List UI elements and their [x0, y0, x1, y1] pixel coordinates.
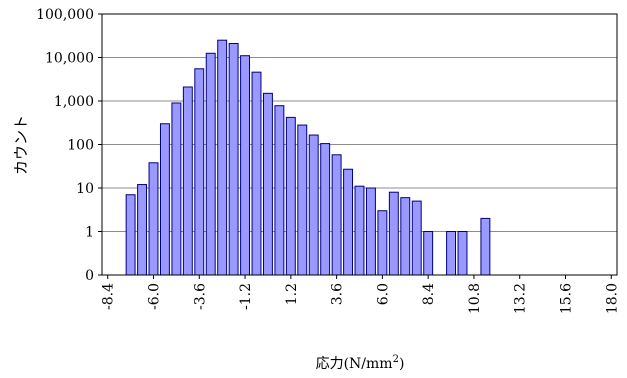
histogram-bar	[228, 42, 239, 276]
y-tick-label: 100	[67, 138, 94, 154]
x-axis-label-superscript: 2	[393, 354, 399, 365]
histogram-bar	[262, 92, 273, 276]
bars	[125, 39, 491, 276]
histogram-bar	[125, 194, 136, 276]
x-tick-labels: -8.4 -6.0 -3.6 -1.2 1.2 3.6 6.0 8.4 10.8 13.2 15.6…	[101, 275, 620, 314]
histogram-bar	[137, 184, 148, 276]
histogram-bar	[411, 200, 422, 276]
histogram-bar	[388, 191, 399, 276]
y-axis-label: カウント	[12, 115, 30, 175]
x-tick-label: -1.2	[238, 283, 254, 310]
histogram-bar	[297, 124, 308, 276]
histogram-bar	[251, 71, 262, 276]
y-tick-label: 1	[85, 225, 94, 241]
histogram-bar	[446, 231, 457, 276]
x-tick-label: 1.2	[284, 283, 300, 305]
x-tick-label: 10.8	[467, 283, 483, 314]
x-axis-label: 応力(N/mm2)	[316, 354, 405, 372]
y-tick-label: 10	[76, 181, 94, 197]
histogram-bar	[423, 231, 434, 276]
histogram-bar	[217, 39, 228, 276]
x-tick-label: -3.6	[192, 283, 208, 310]
histogram-bar	[182, 86, 193, 276]
x-tick-label: 13.2	[513, 283, 529, 314]
x-axis-label-main: 応力(N/mm	[316, 356, 393, 372]
histogram-bar	[159, 123, 170, 276]
y-tick-labels: 0 1 10 100 1,000 10,000 100,000	[36, 7, 102, 284]
histogram-bar	[331, 154, 342, 276]
histogram-bar	[205, 52, 216, 276]
y-tick-label: 100,000	[36, 7, 94, 23]
histogram-bar	[285, 116, 296, 276]
x-tick-label: 18.0	[604, 283, 620, 314]
histogram-bar	[240, 55, 251, 276]
histogram-bar	[148, 162, 159, 276]
y-tick-label: 10,000	[45, 51, 94, 67]
y-tick-label: 1,000	[54, 94, 94, 110]
x-tick-label: 6.0	[375, 283, 391, 305]
histogram-bar	[354, 185, 365, 276]
histogram-bar	[308, 134, 319, 276]
histogram-bar	[480, 217, 491, 276]
histogram-bar	[274, 105, 285, 276]
histogram-bar	[377, 210, 388, 276]
histogram-bar	[343, 168, 354, 276]
x-tick-label: 8.4	[421, 283, 437, 305]
x-tick-label: 3.6	[330, 283, 346, 305]
histogram-bar	[457, 231, 468, 276]
x-tick-label: 15.6	[559, 283, 575, 314]
x-tick-label: -6.0	[147, 283, 163, 310]
x-tick-label: -8.4	[101, 283, 117, 310]
y-tick-label: 0	[85, 268, 94, 284]
histogram-bar	[320, 143, 331, 276]
histogram-bar	[171, 102, 182, 276]
x-axis-label-tail: )	[399, 356, 404, 372]
histogram-bar	[400, 197, 411, 276]
histogram-bar	[194, 68, 205, 276]
histogram-bar	[365, 187, 376, 276]
